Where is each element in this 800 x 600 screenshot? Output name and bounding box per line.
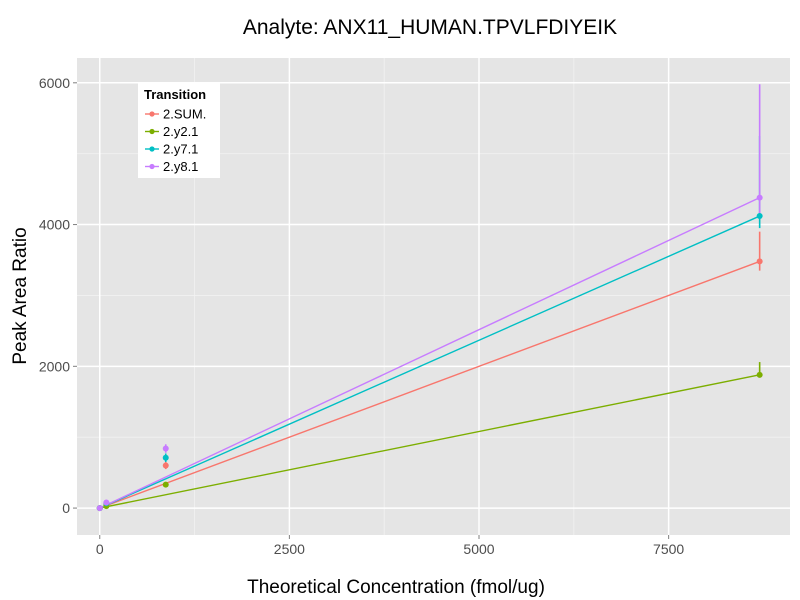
data-point	[96, 505, 103, 512]
y-tick-label: 2000	[39, 358, 70, 374]
legend-label: 2.y2.1	[163, 124, 198, 139]
fit-line	[99, 196, 760, 509]
legend-key-point	[149, 146, 155, 152]
data-point	[162, 445, 169, 452]
legend-key-point	[149, 163, 155, 170]
legend-label: 2.y7.1	[163, 142, 198, 157]
y-axis-title: Peak Area Ratio	[10, 227, 31, 364]
data-point	[162, 481, 169, 488]
x-axis-title: Theoretical Concentration (fmol/ug)	[247, 577, 545, 598]
y-tick-label: 4000	[39, 217, 70, 233]
data-point	[103, 499, 110, 506]
legend: Transition 2.SUM. 2.y2.1 2.y7.1 2.y8.1	[138, 82, 220, 178]
legend-key-point	[149, 128, 155, 135]
y-tick-label: 0	[62, 500, 70, 516]
legend-items: 2.SUM. 2.y2.1 2.y7.1 2.y8.1	[145, 107, 206, 174]
legend-label: 2.y8.1	[163, 159, 198, 174]
fit-line	[99, 260, 760, 509]
legend-title: Transition	[144, 87, 206, 102]
data-point	[756, 194, 763, 201]
fit-line	[99, 374, 760, 509]
chart-title: Analyte: ANX11_HUMAN.TPVLFDIYEIK	[243, 16, 617, 39]
x-tick-label: 0	[96, 541, 104, 557]
x-tick-label: 7500	[653, 541, 684, 557]
x-tick-label: 5000	[463, 541, 494, 557]
legend-key-point	[149, 111, 155, 117]
data-point	[756, 258, 763, 265]
y-tick-label: 6000	[39, 75, 70, 91]
x-axis: 0 2500 5000 7500	[96, 535, 684, 557]
fit-lines	[99, 196, 760, 509]
data-point	[162, 454, 169, 461]
legend-label: 2.SUM.	[163, 107, 206, 122]
data-point	[162, 462, 169, 469]
fit-line	[99, 215, 760, 509]
data-point	[756, 371, 763, 378]
x-tick-label: 2500	[274, 541, 305, 557]
grid	[77, 58, 790, 535]
data-points	[96, 194, 763, 512]
y-axis: 0 2000 4000 6000	[39, 75, 77, 516]
data-point	[756, 213, 763, 220]
